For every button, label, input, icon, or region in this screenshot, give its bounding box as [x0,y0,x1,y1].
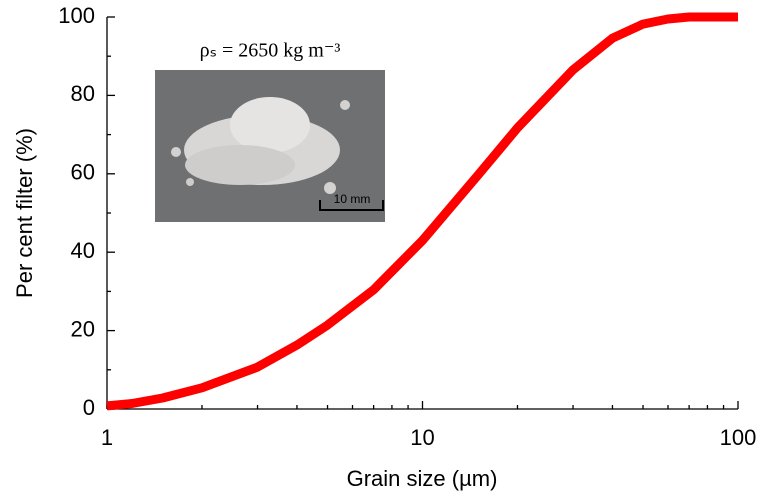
inset-photo: 10 mm [155,70,385,222]
y-tick-label: 80 [71,81,95,106]
x-tick-label: 1 [101,425,113,450]
scale-bar-label: 10 mm [334,192,371,206]
y-tick-label: 100 [58,3,95,28]
x-tick-label: 10 [410,425,434,450]
inset-annotation: ρₛ = 2650 kg m⁻³ [200,40,341,62]
y-tick-label: 40 [71,238,95,263]
y-axis-label: Per cent filter (%) [12,128,37,298]
y-tick-label: 0 [83,395,95,420]
x-tick-label: 100 [720,425,757,450]
x-axis-label: Grain size (µm) [347,466,498,491]
data-line [106,12,738,411]
y-tick-label: 20 [71,316,95,341]
y-tick-label: 60 [71,160,95,185]
